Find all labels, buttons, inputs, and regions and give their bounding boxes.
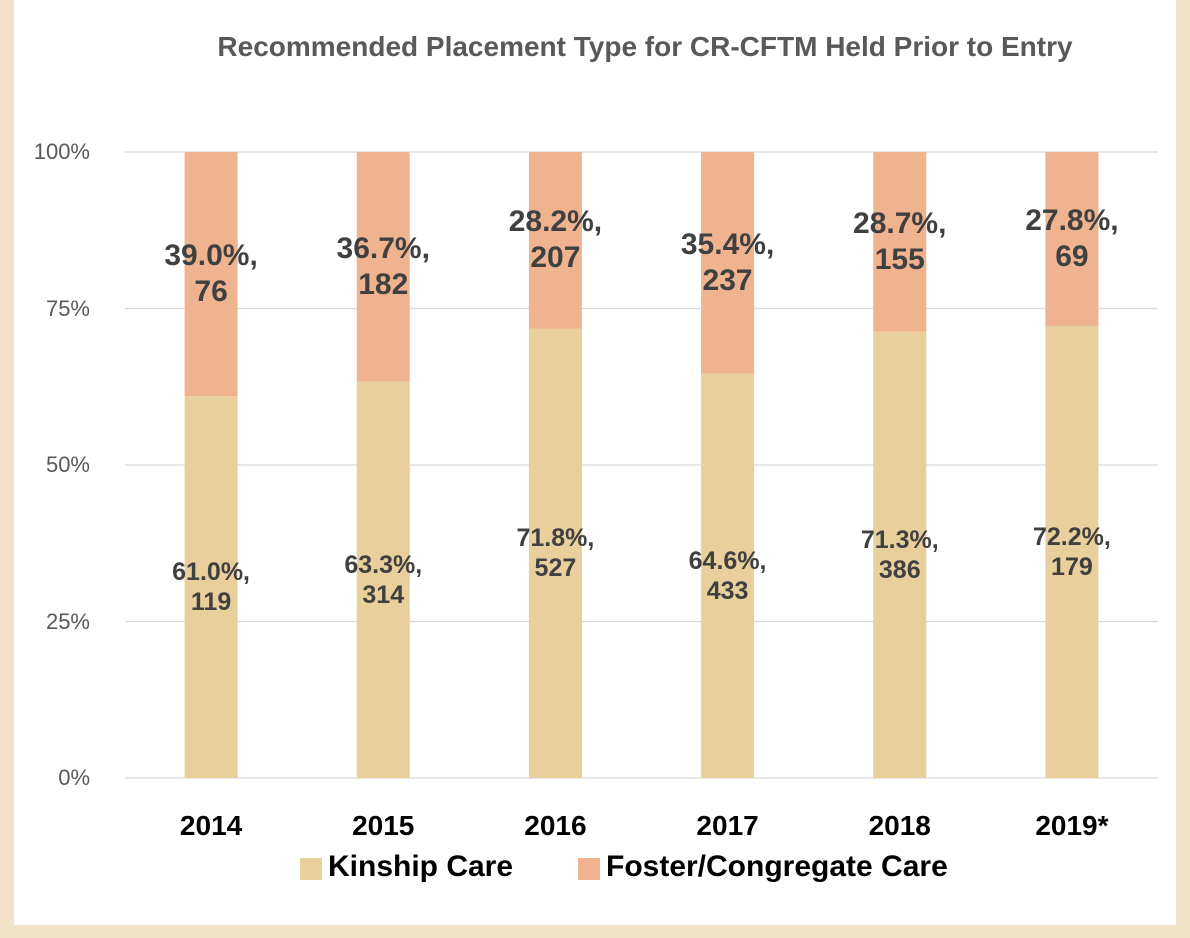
data-label: 39.0%, 76	[164, 239, 258, 309]
data-label: 63.3%, 314	[344, 550, 423, 609]
bar-segment	[528, 152, 582, 329]
legend-swatch	[300, 858, 322, 880]
data-label: 72.2%, 179	[1032, 523, 1111, 581]
bar-segment	[356, 381, 410, 778]
y-tick-label: 0%	[58, 765, 90, 790]
bar-segment	[873, 152, 927, 332]
bar-segment	[701, 152, 755, 374]
data-label: 64.6%, 433	[688, 546, 767, 605]
data-label: 27.8%, 69	[1025, 204, 1119, 273]
legend-label: Foster/Congregate Care	[606, 850, 948, 883]
y-tick-label: 25%	[45, 608, 90, 634]
bar-segment	[1045, 152, 1099, 327]
bar-segment	[528, 328, 582, 778]
bar-segment	[1045, 326, 1099, 778]
legend-swatch	[578, 858, 600, 880]
data-label: 28.2%, 207	[508, 205, 603, 275]
bar-segment	[356, 152, 410, 382]
data-label: 71.3%, 386	[860, 525, 939, 584]
chart-title: Recommended Placement Type for CR-CFTM H…	[217, 31, 1073, 62]
x-tick-label: 2018	[868, 810, 931, 841]
data-label: 35.4%, 237	[680, 227, 775, 297]
data-label: 71.8%, 527	[516, 524, 595, 583]
x-tick-label: 2019*	[1035, 810, 1109, 841]
y-tick-label: 100%	[33, 139, 90, 164]
data-label: 61.0%, 119	[172, 558, 250, 617]
x-tick-label: 2016	[524, 810, 587, 841]
x-tick-label: 2017	[696, 810, 759, 841]
x-tick-label: 2014	[179, 810, 243, 841]
legend-label: Kinship Care	[328, 850, 514, 883]
bar-segment	[184, 152, 238, 397]
bar-segment	[873, 331, 927, 778]
y-tick-label: 50%	[45, 452, 90, 477]
data-label: 36.7%, 182	[336, 231, 430, 301]
x-tick-label: 2015	[352, 810, 415, 841]
bar-segment	[184, 396, 238, 778]
data-label: 28.7%, 155	[853, 206, 947, 276]
y-tick-label: 75%	[45, 295, 90, 321]
bar-segment	[701, 373, 755, 778]
